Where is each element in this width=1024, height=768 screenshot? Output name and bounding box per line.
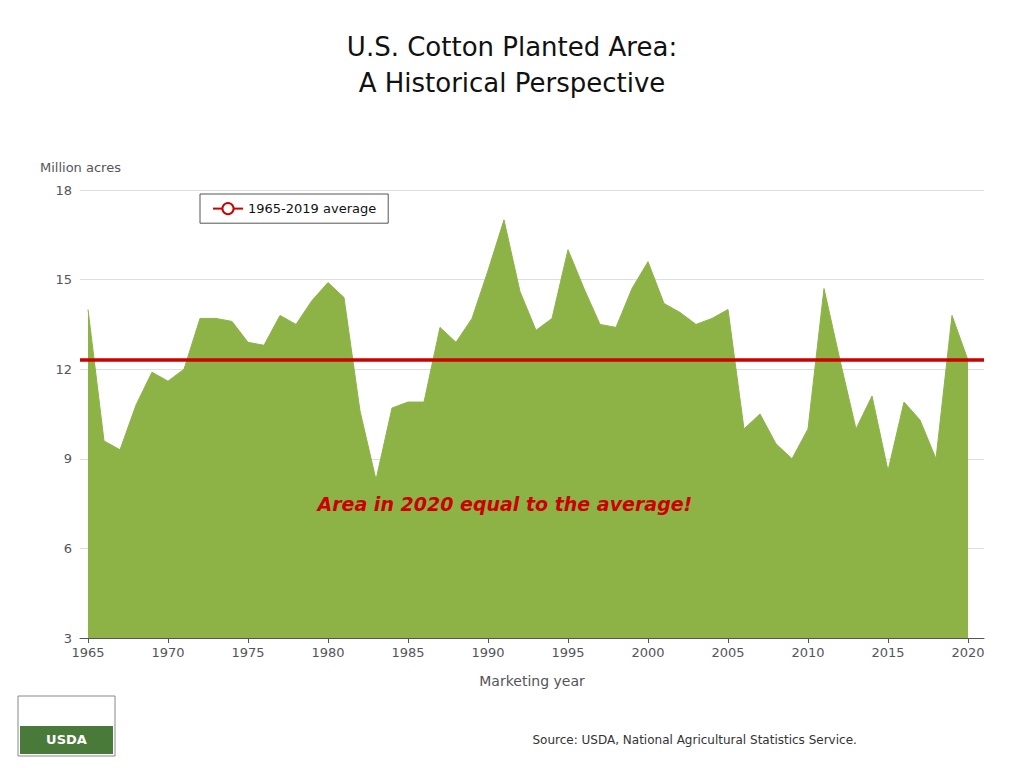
svg-text:1975: 1975 bbox=[231, 645, 264, 660]
svg-text:12: 12 bbox=[55, 362, 72, 377]
svg-text:Million acres: Million acres bbox=[40, 160, 121, 175]
svg-text:1965: 1965 bbox=[71, 645, 104, 660]
svg-text:2020: 2020 bbox=[951, 645, 984, 660]
svg-text:2000: 2000 bbox=[631, 645, 664, 660]
svg-text:Marketing year: Marketing year bbox=[479, 673, 585, 689]
svg-text:3: 3 bbox=[64, 631, 72, 646]
svg-text:Source: USDA, National Agricul: Source: USDA, National Agricultural Stat… bbox=[532, 733, 856, 747]
svg-text:Area in 2020 equal to the aver: Area in 2020 equal to the average! bbox=[315, 493, 692, 515]
svg-text:1965-2019 average: 1965-2019 average bbox=[248, 201, 376, 216]
svg-text:U.S. Cotton Planted Area:: U.S. Cotton Planted Area: bbox=[347, 32, 677, 62]
svg-text:6: 6 bbox=[64, 541, 72, 556]
svg-text:2010: 2010 bbox=[791, 645, 824, 660]
svg-text:1980: 1980 bbox=[311, 645, 344, 660]
svg-text:A Historical Perspective: A Historical Perspective bbox=[359, 68, 666, 98]
svg-text:15: 15 bbox=[55, 272, 72, 287]
svg-text:USDA: USDA bbox=[46, 732, 87, 747]
svg-text:18: 18 bbox=[55, 183, 72, 198]
svg-text:1990: 1990 bbox=[471, 645, 504, 660]
svg-text:1985: 1985 bbox=[391, 645, 424, 660]
svg-text:1970: 1970 bbox=[151, 645, 184, 660]
svg-text:2005: 2005 bbox=[711, 645, 744, 660]
svg-text:2015: 2015 bbox=[871, 645, 904, 660]
svg-text:9: 9 bbox=[64, 451, 72, 466]
svg-text:1995: 1995 bbox=[551, 645, 584, 660]
